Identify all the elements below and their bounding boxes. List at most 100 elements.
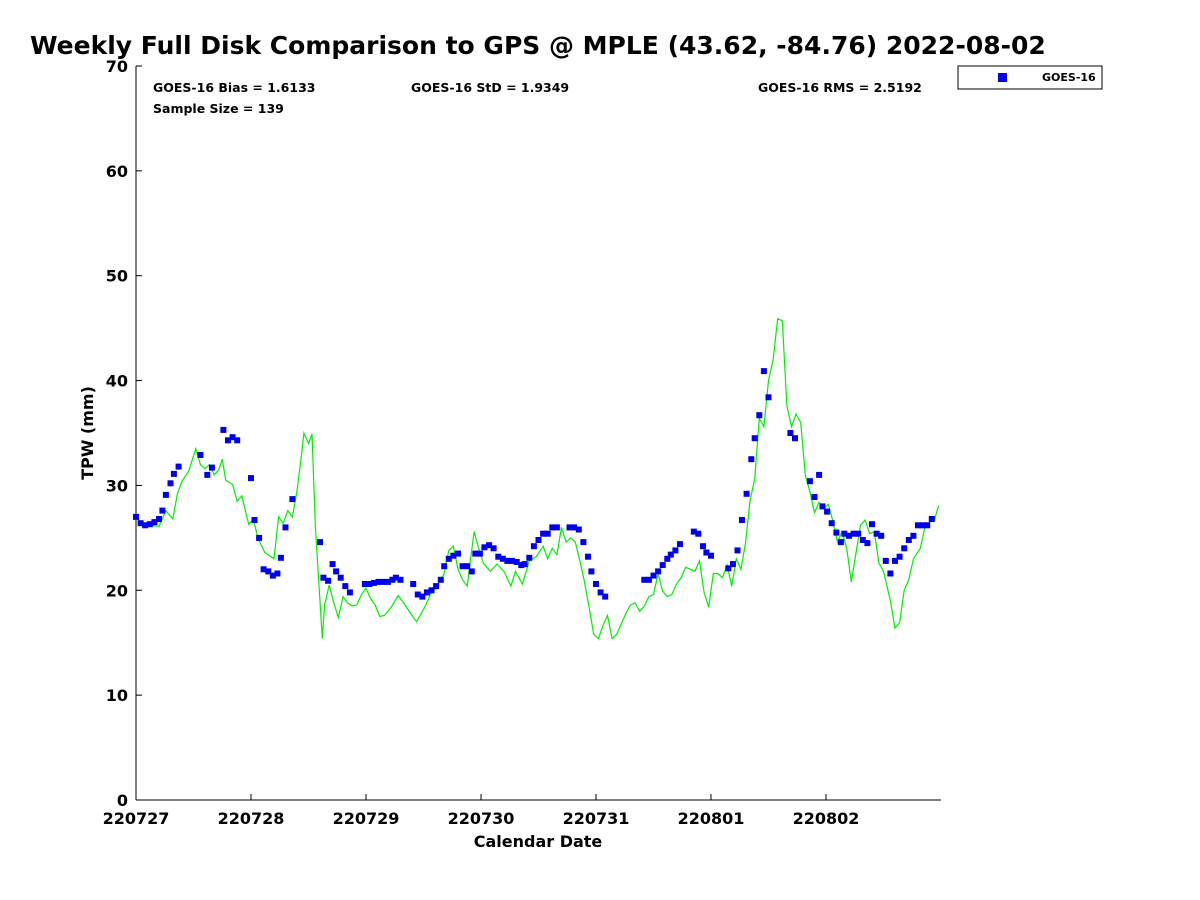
goes-16-point (641, 576, 648, 583)
y-tick-label: 30 (106, 476, 128, 495)
goes-16-point (521, 561, 528, 568)
goes-16-point (220, 426, 227, 433)
goes-16-point (260, 566, 267, 573)
goes-16-point (864, 540, 871, 547)
goes-16-point (229, 434, 236, 441)
goes-16-point (397, 576, 404, 583)
goes-16-point (905, 537, 912, 543)
goes-16-point (167, 480, 174, 487)
goes-16-point (234, 437, 241, 444)
std-stat: GOES-16 StD = 1.9349 (411, 80, 569, 95)
goes-16-point (878, 532, 885, 539)
goes-16-point (248, 475, 254, 482)
legend-marker-goes-16 (998, 73, 1007, 82)
goes-16-point (588, 568, 595, 575)
goes-16-point (792, 435, 798, 442)
goes-16-point (361, 581, 368, 587)
goes-16-point (739, 517, 745, 523)
goes-16-point (526, 554, 533, 561)
goes-16-point (282, 524, 289, 531)
legend-label-goes-16: GOES-16 (1042, 71, 1096, 84)
goes-16-point (162, 491, 169, 498)
goes-16-point (445, 555, 452, 562)
goes-16-point (811, 494, 818, 500)
goes-16-point (602, 593, 609, 600)
goes-16-point (882, 557, 889, 564)
goes-16-point (896, 553, 903, 560)
goes-16-point (277, 554, 284, 561)
goes-16-point (837, 539, 844, 546)
y-tick-label: 0 (117, 791, 128, 810)
y-axis-label: TPW (mm) (78, 386, 97, 480)
x-tick-label: 220731 (563, 809, 630, 828)
legend: GOES-16 (957, 65, 1103, 90)
goes-16-point (544, 530, 551, 537)
goes-16-point (824, 508, 831, 515)
goes-16-point (317, 539, 323, 546)
goes-16-point (256, 534, 263, 541)
goes-16-point (672, 547, 679, 554)
legend-box (957, 65, 1103, 90)
x-tick-label: 220801 (678, 809, 745, 828)
goes-16-point (734, 547, 741, 554)
goes-16-point (410, 581, 417, 587)
goes-16-point (329, 561, 336, 568)
bias-stat: GOES-16 Bias = 1.6133 (153, 80, 315, 95)
goes-16-point (892, 557, 898, 564)
goes-16-point (919, 522, 926, 529)
goes-16-point (729, 561, 736, 568)
goes-16-point (806, 478, 813, 485)
goes-16-point (664, 555, 671, 562)
goes-16-point (915, 522, 921, 529)
goes-16-point (530, 543, 537, 550)
goes-16-point (472, 550, 479, 557)
goes-16-point (142, 522, 149, 529)
x-tick-label: 220729 (333, 809, 400, 828)
goes-16-point (513, 559, 520, 565)
goes-16-point (455, 550, 461, 557)
goes-16-point (325, 577, 332, 584)
chart-title: Weekly Full Disk Comparison to GPS @ MPL… (30, 31, 1046, 60)
goes-16-point (566, 524, 573, 531)
goes-16-point (346, 589, 353, 596)
goes-16-point (342, 583, 349, 590)
y-tick-label: 10 (106, 686, 128, 705)
goes-16-point (468, 568, 475, 575)
goes-16-point (518, 562, 525, 569)
goes-16-point (499, 555, 506, 562)
goes-16-series (133, 368, 935, 600)
goes-16-point (700, 543, 706, 550)
goes-16-point (151, 519, 158, 526)
goes-16-point (841, 530, 848, 537)
x-axis-label: Calendar Date (474, 832, 603, 851)
y-tick-label: 50 (106, 267, 128, 286)
goes-16-point (540, 530, 547, 537)
rms-stat: GOES-16 RMS = 2.5192 (758, 80, 922, 95)
x-tick-label: 220727 (103, 809, 170, 828)
goes-16-point (156, 516, 162, 522)
goes-16-point (765, 394, 772, 401)
goes-16-point (441, 563, 448, 570)
goes-16-point (535, 537, 542, 543)
goes-16-point (289, 496, 296, 503)
plot-area: 0 10 20 30 40 50 60 70 220727 220728 220729 220730… (103, 57, 941, 828)
goes-16-point (490, 545, 497, 552)
goes-16-point (495, 553, 502, 560)
goes-16-point (464, 563, 471, 570)
goes-16-point (695, 530, 702, 537)
goes-16-point (450, 552, 457, 559)
goes-16-point (855, 530, 862, 537)
goes-16-point (708, 552, 714, 559)
goes-16-point (320, 574, 327, 581)
goes-16-point (481, 544, 488, 551)
goes-16-point (655, 568, 662, 575)
goes-16-point (833, 529, 840, 536)
goes-16-point (204, 471, 211, 478)
goes-16-point (197, 452, 204, 458)
goes-16-point (819, 503, 826, 510)
goes-16-point (437, 576, 444, 583)
goes-16-point (585, 553, 591, 560)
goes-16-point (392, 574, 399, 581)
goes-16-point (509, 557, 515, 564)
goes-16-point (553, 524, 560, 531)
